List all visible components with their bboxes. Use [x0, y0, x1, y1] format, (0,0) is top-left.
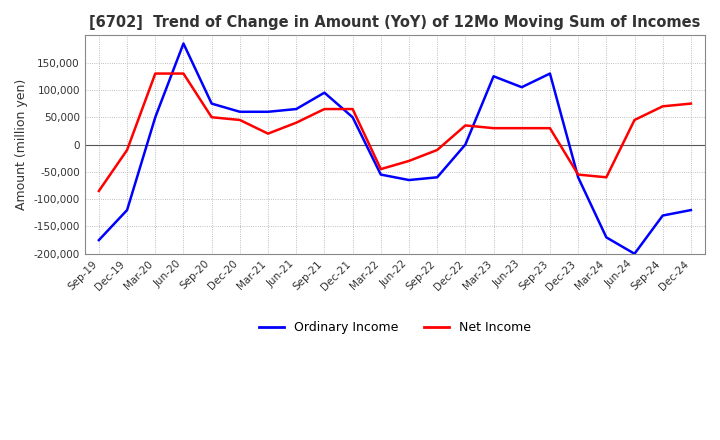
Title: [6702]  Trend of Change in Amount (YoY) of 12Mo Moving Sum of Incomes: [6702] Trend of Change in Amount (YoY) o… [89, 15, 701, 30]
Net Income [490, 125, 498, 131]
Ordinary Income [574, 175, 582, 180]
Ordinary Income [94, 238, 103, 243]
Ordinary Income [292, 106, 300, 112]
Net Income [377, 166, 385, 172]
Ordinary Income [461, 142, 469, 147]
Legend: Ordinary Income, Net Income: Ordinary Income, Net Income [254, 316, 536, 339]
Ordinary Income [235, 109, 244, 114]
Ordinary Income [490, 73, 498, 79]
Ordinary Income [658, 213, 667, 218]
Net Income [461, 123, 469, 128]
Net Income [630, 117, 639, 123]
Net Income [405, 158, 413, 164]
Ordinary Income [405, 177, 413, 183]
Ordinary Income [320, 90, 329, 95]
Net Income [518, 125, 526, 131]
Net Income [235, 117, 244, 123]
Net Income [122, 147, 131, 153]
Ordinary Income [151, 114, 160, 120]
Ordinary Income [207, 101, 216, 106]
Ordinary Income [264, 109, 272, 114]
Net Income [292, 120, 300, 125]
Net Income [546, 125, 554, 131]
Ordinary Income [122, 207, 131, 213]
Y-axis label: Amount (million yen): Amount (million yen) [15, 79, 28, 210]
Net Income [320, 106, 329, 112]
Net Income [433, 147, 441, 153]
Net Income [574, 172, 582, 177]
Net Income [348, 106, 357, 112]
Net Income [151, 71, 160, 76]
Net Income [687, 101, 696, 106]
Ordinary Income [518, 84, 526, 90]
Ordinary Income [602, 235, 611, 240]
Ordinary Income [179, 41, 188, 46]
Net Income [658, 104, 667, 109]
Ordinary Income [687, 207, 696, 213]
Line: Net Income: Net Income [99, 73, 691, 191]
Ordinary Income [377, 172, 385, 177]
Line: Ordinary Income: Ordinary Income [99, 44, 691, 254]
Net Income [207, 114, 216, 120]
Net Income [264, 131, 272, 136]
Net Income [602, 175, 611, 180]
Ordinary Income [433, 175, 441, 180]
Net Income [179, 71, 188, 76]
Ordinary Income [348, 114, 357, 120]
Net Income [94, 188, 103, 194]
Ordinary Income [546, 71, 554, 76]
Ordinary Income [630, 251, 639, 257]
